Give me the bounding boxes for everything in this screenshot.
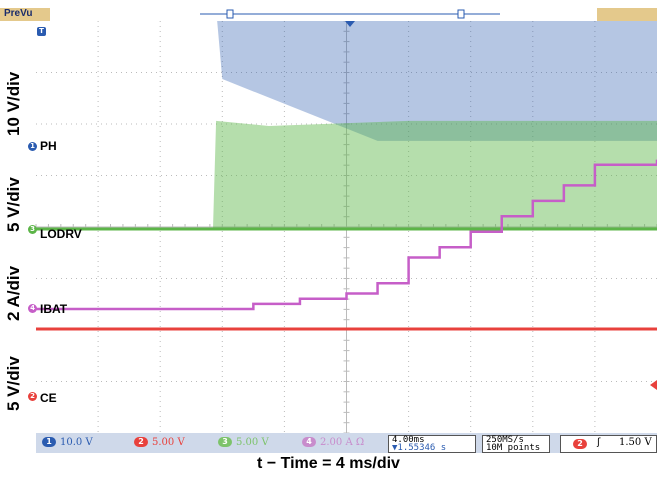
ch3-scale-value: 5.00 V	[236, 437, 269, 448]
traces	[36, 0, 657, 331]
trigger-t-marker: T	[37, 27, 46, 36]
trace-line-ibat	[36, 159, 657, 311]
ylabel-lodrv: 5 V/div	[4, 177, 23, 232]
ch3-scale-readout[interactable]: 3 5.00 V	[218, 437, 269, 448]
ylabel-ph: 10 V/div	[4, 71, 23, 136]
ylabel-ibat: 2 A/div	[4, 265, 23, 321]
x-axis-label: t − Time = 4 ms/div	[257, 455, 400, 472]
trigger-channel-marker: 2	[573, 439, 587, 449]
ch2-status-marker: 2	[134, 437, 148, 447]
record-scrollbar-overlay[interactable]	[200, 8, 510, 20]
ch3-status-marker: 3	[218, 437, 232, 447]
record-length-value: 10M points	[486, 443, 541, 453]
ch4-status-marker: 4	[302, 437, 316, 447]
trigger-level-marker	[650, 380, 657, 390]
ch2-scale-readout[interactable]: 2 5.00 V	[134, 437, 185, 448]
trace-envelope-ph	[215, 0, 657, 141]
ylabel-ce: 5 V/div	[4, 356, 23, 411]
sample-rate-value: 250MS/s	[486, 435, 524, 445]
ch2-scale-value: 5.00 V	[152, 437, 185, 448]
ch4-scale-readout[interactable]: 4 2.00 A Ω	[302, 437, 364, 448]
prevu-label: PreVu	[4, 8, 33, 19]
ch3-ground-marker: 3	[28, 225, 37, 234]
ch2-label: CE	[40, 391, 57, 405]
ch1-scale-readout[interactable]: 1 10.0 V	[42, 437, 93, 448]
header-bar	[0, 0, 657, 21]
trigger-level-value: 1.50 V	[619, 437, 652, 448]
grid	[35, 20, 657, 434]
ch1-label: PH	[40, 139, 57, 153]
trigger-box[interactable]: 2 ʃ 1.50 V	[560, 435, 657, 453]
trace-envelope-lodrv	[36, 120, 657, 229]
ch2-ground-marker: 2	[28, 392, 37, 401]
prevu-badge	[0, 8, 50, 21]
timebase-value: 4.00ms	[392, 435, 425, 445]
header-right-badge	[597, 8, 657, 21]
ch1-scale-value: 10.0 V	[60, 437, 93, 448]
trigger-slope-icon: ʃ	[597, 437, 601, 448]
ch1-ground-marker: 1	[28, 142, 37, 151]
timebase-box[interactable]: 4.00ms ▼1.55346 s	[388, 435, 476, 453]
ch4-scale-value: 2.00 A Ω	[320, 437, 365, 448]
acquisition-box[interactable]: 250MS/s 10M points	[482, 435, 550, 453]
ch4-ground-marker: 4	[28, 304, 37, 313]
ch1-status-marker: 1	[42, 437, 56, 447]
trigger-position-value: ▼1.55346 s	[392, 443, 447, 453]
ch4-label: IBAT	[40, 302, 68, 316]
trigger-position-marker	[345, 21, 355, 27]
ch3-label: LODRV	[40, 227, 82, 241]
